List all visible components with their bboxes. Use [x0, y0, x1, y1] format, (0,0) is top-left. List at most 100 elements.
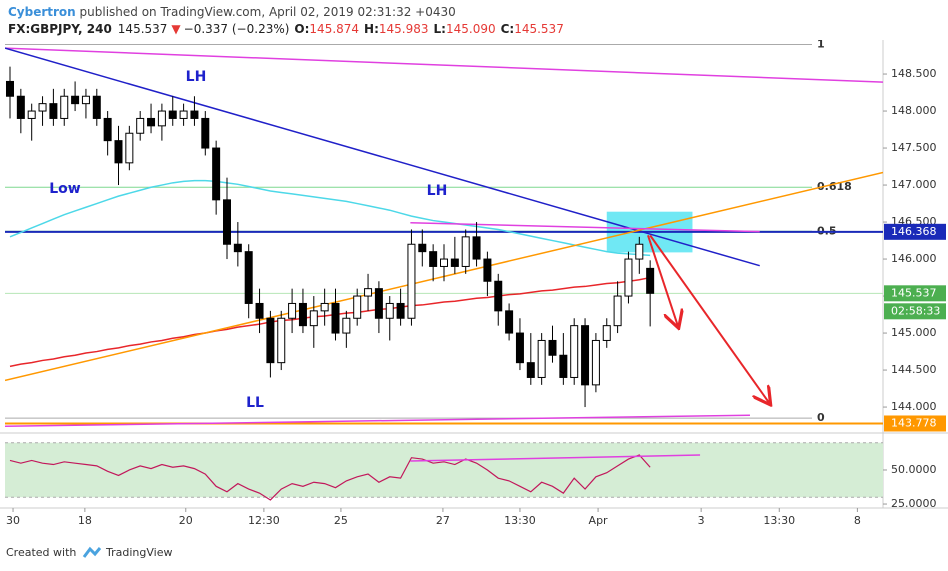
x-tick-label: 8	[854, 514, 861, 527]
candle-body	[364, 288, 373, 297]
moving-average	[9, 276, 651, 368]
price-pane: 1 0.618 0.5 0	[5, 37, 883, 428]
fib-label: 1	[817, 37, 825, 50]
candle-body	[570, 325, 579, 378]
hline-tag-bg	[884, 223, 946, 240]
x-tick-label: 30	[6, 514, 20, 527]
rsi-trendline	[410, 454, 701, 462]
candle-body	[461, 236, 470, 267]
y-tick-label: 146.000	[891, 252, 937, 265]
hline-tag: 143.778	[891, 416, 937, 429]
candle-body	[103, 117, 112, 142]
candle-body	[602, 325, 611, 341]
ohlc: O:145.874 H:145.983 L:145.090 C:145.537	[294, 22, 563, 36]
candle-body	[125, 132, 134, 164]
symbol-line: FX:GBPJPY, 240 145.537 ▼ −0.337 (−0.23%) O:1…	[8, 22, 564, 36]
candle-body	[624, 258, 633, 297]
x-tick-label: 18	[78, 514, 92, 527]
x-tick-label: 13:30	[504, 514, 536, 527]
moving-average	[9, 179, 651, 257]
candle-body	[635, 243, 644, 260]
y-tick-label: 144.000	[891, 400, 937, 413]
trendline	[5, 414, 750, 428]
arrow	[647, 235, 678, 326]
candle-body	[646, 267, 655, 294]
candle-body	[309, 310, 318, 327]
candle-body	[27, 110, 36, 119]
trendline	[410, 222, 760, 233]
candle-body	[331, 302, 340, 334]
hline-tag-bg	[884, 415, 946, 432]
candle-body	[60, 95, 69, 119]
x-tick-label: 3	[698, 514, 705, 527]
rsi-tick-label: 50.0000	[891, 463, 937, 476]
candle-body	[559, 354, 568, 378]
last: 145.537	[118, 22, 168, 36]
annotation: LH	[186, 69, 207, 85]
candle-body	[147, 117, 156, 127]
candle-body	[483, 258, 492, 282]
fib-label: 0.5	[817, 224, 837, 237]
candle-body	[157, 110, 166, 127]
candle-body	[136, 117, 145, 134]
y-tick-label: 147.500	[891, 141, 937, 154]
ohlc-label: O:	[294, 22, 309, 36]
x-tick-label: 27	[436, 514, 450, 527]
candle-body	[353, 295, 362, 319]
trendline	[5, 47, 883, 83]
countdown-bg	[884, 303, 946, 320]
last-price-tag: 145.537	[891, 286, 937, 299]
candle-body	[5, 80, 14, 97]
footer-created: Created with	[6, 546, 76, 559]
fib-label: 0	[817, 411, 825, 424]
candle-body	[16, 95, 25, 119]
candle-body	[266, 317, 275, 364]
candle-body	[537, 339, 546, 378]
logo	[82, 546, 102, 558]
candle-body	[201, 117, 210, 149]
change: −0.337 (−0.23%)	[184, 22, 290, 36]
candle-body	[81, 95, 90, 105]
candle-body	[429, 251, 438, 267]
y-tick-label: 148.000	[891, 104, 937, 117]
y-tick-label: 148.500	[891, 67, 937, 80]
candle-body	[515, 332, 524, 364]
candle-body	[418, 243, 427, 253]
ohlc-value: 145.537	[514, 22, 564, 36]
candle-body	[450, 258, 459, 267]
trendline	[5, 47, 760, 267]
ohlc-label: L:	[434, 22, 446, 36]
y-tick-label: 144.500	[891, 363, 937, 376]
candle-body	[526, 362, 535, 378]
candle-body	[49, 103, 58, 119]
header-line: Cybertron published on TradingView.com, …	[8, 5, 456, 19]
candle-body	[396, 302, 405, 319]
candle-body	[472, 236, 481, 260]
ohlc-value: 145.874	[309, 22, 359, 36]
candle-body	[374, 288, 383, 319]
candle-body	[71, 95, 80, 105]
last-price-tag-bg	[884, 285, 946, 302]
annotation: Low	[49, 181, 81, 197]
candle-body	[233, 243, 242, 253]
hline-tag: 146.368	[891, 225, 937, 238]
rsi-tick-label: 25.0000	[891, 497, 937, 510]
x-tick-label: 12:30	[248, 514, 280, 527]
candle-body	[179, 110, 188, 119]
arrow: ▼	[171, 22, 181, 36]
candle-body	[591, 339, 600, 386]
rsi-line	[9, 454, 651, 501]
fib-label: 0.618	[817, 180, 852, 193]
y-tick-label: 145.000	[891, 326, 937, 339]
ohlc-label: C:	[501, 22, 515, 36]
annotation: LH	[427, 183, 448, 199]
candle-body	[168, 110, 177, 119]
candle-body	[440, 258, 448, 267]
candle-body	[212, 147, 221, 201]
candle-body	[255, 302, 264, 319]
candle-body	[505, 310, 514, 334]
candle-body	[320, 302, 329, 312]
x-tick-label: 25	[334, 514, 348, 527]
ohlc-value: 145.983	[379, 22, 429, 36]
